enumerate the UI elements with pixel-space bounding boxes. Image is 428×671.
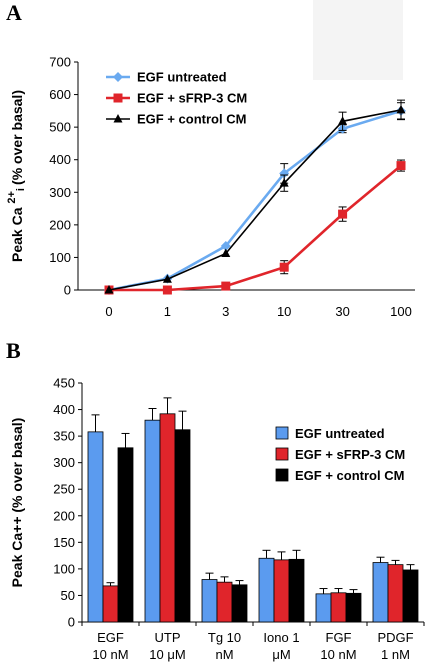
y-tick-label: 400 — [53, 402, 75, 417]
bar — [345, 592, 362, 623]
triangle-marker — [338, 116, 348, 125]
y-axis-title: Peak Ca 2+i (% over basal) — [6, 90, 27, 262]
y-tick-label: 500 — [49, 120, 71, 135]
y-tick-label: 200 — [53, 508, 75, 523]
bar — [315, 593, 332, 623]
bar — [330, 592, 347, 623]
square-marker — [338, 209, 348, 219]
triangle-marker — [396, 104, 406, 114]
x-tick-label: 100 — [390, 304, 412, 319]
square-marker — [396, 161, 406, 171]
x-tick-label: 10 — [277, 304, 291, 319]
y-tick-label: 300 — [49, 185, 71, 200]
bar — [231, 584, 248, 623]
x-tick-label-line2: μM — [272, 647, 290, 662]
y-tick-label: 300 — [53, 455, 75, 470]
x-tick-label-line2: 10 nM — [92, 647, 128, 662]
bar — [201, 579, 218, 623]
y-tick-label: 600 — [49, 87, 71, 102]
square-marker — [162, 285, 172, 295]
triangle-marker — [113, 114, 123, 123]
x-tick-label: 30 — [335, 304, 349, 319]
bar — [402, 569, 419, 623]
y-tick-label: 100 — [49, 250, 71, 265]
legend-label: EGF + sFRP-3 CM — [295, 447, 405, 462]
corner-shade — [313, 0, 403, 80]
series-1 — [104, 159, 406, 295]
x-tick-label: PDGF — [377, 630, 413, 645]
bar — [159, 413, 176, 623]
bar-series-0 — [87, 407, 389, 623]
x-tick-label-line2: 1 nM — [381, 647, 410, 662]
bar — [387, 564, 404, 623]
square-marker — [113, 93, 123, 103]
legend-a: EGF untreated EGF + sFRP-3 CM EGF + contro… — [106, 70, 247, 127]
y-axis-title: Peak Ca++ (% over basal) — [9, 418, 25, 588]
x-tick-label-line2: 10 μM — [149, 647, 185, 662]
y-tick-label: 350 — [53, 429, 75, 444]
legend-label: EGF + sFRP-3 CM — [137, 91, 247, 106]
legend-label: EGF + control CM — [295, 468, 404, 483]
bar — [117, 447, 134, 623]
bar-series-2 — [117, 410, 419, 623]
x-tick-label: FGF — [326, 630, 352, 645]
x-tick-label: UTP — [155, 630, 181, 645]
series-line — [109, 164, 402, 292]
bar — [216, 581, 233, 623]
x-tick-label: 0 — [105, 304, 112, 319]
series-line — [108, 109, 402, 291]
y-tick-label: 450 — [53, 376, 75, 391]
diamond-marker — [220, 241, 231, 252]
x-tick-label: Tg 10 — [208, 630, 241, 645]
legend-label: EGF + control CM — [137, 112, 246, 127]
y-tick-label: 50 — [61, 588, 75, 603]
y-tick-label: 700 — [49, 55, 71, 70]
bar-chart-b: 0 50 100 150 200 250 300 350 400 450 EGF 10 nM UTP 10… — [9, 376, 425, 662]
y-tick-label: 200 — [49, 217, 71, 232]
panel-label-b: B — [6, 338, 21, 363]
x-tick-label-line2: nM — [215, 647, 233, 662]
bar — [288, 558, 305, 623]
bar — [273, 559, 290, 623]
legend-swatch — [275, 447, 289, 461]
x-tick-label-line2: 10 nM — [320, 647, 356, 662]
square-marker — [221, 281, 231, 291]
x-tick-label: EGF — [97, 630, 124, 645]
series-2 — [104, 99, 406, 294]
y-tick-label: 0 — [68, 615, 75, 630]
y-tick-label: 400 — [49, 152, 71, 167]
y-tick-label: 250 — [53, 482, 75, 497]
legend-b: EGF untreated EGF + sFRP-3 CM EGF + contro… — [275, 426, 405, 483]
triangle-marker — [221, 248, 231, 258]
y-tick-label: 150 — [53, 535, 75, 550]
bar — [144, 419, 161, 623]
panel-label-a: A — [6, 0, 22, 25]
y-tick-label: 100 — [53, 561, 75, 576]
diamond-marker — [279, 168, 290, 179]
y-tick-label: 0 — [64, 283, 71, 298]
triangle-marker — [279, 178, 289, 187]
legend-swatch — [275, 426, 289, 440]
triangle-marker — [104, 285, 114, 294]
legend-label: EGF untreated — [137, 70, 227, 85]
square-marker — [279, 262, 289, 272]
x-tick-label: 1 — [164, 304, 171, 319]
x-tick-label: Iono 1 — [263, 630, 299, 645]
bar — [258, 557, 275, 623]
bar — [174, 429, 191, 623]
x-tick-label: 3 — [222, 304, 229, 319]
legend-swatch — [275, 468, 289, 482]
bar — [372, 562, 389, 623]
bar — [87, 431, 104, 623]
triangle-marker — [162, 274, 172, 283]
diamond-marker — [113, 72, 123, 82]
legend-label: EGF untreated — [295, 426, 385, 441]
line-chart-a: 0 100 200 300 400 500 600 700 0 1 3 10 30 100 Peak Ca … — [6, 55, 415, 319]
bar — [102, 585, 119, 623]
